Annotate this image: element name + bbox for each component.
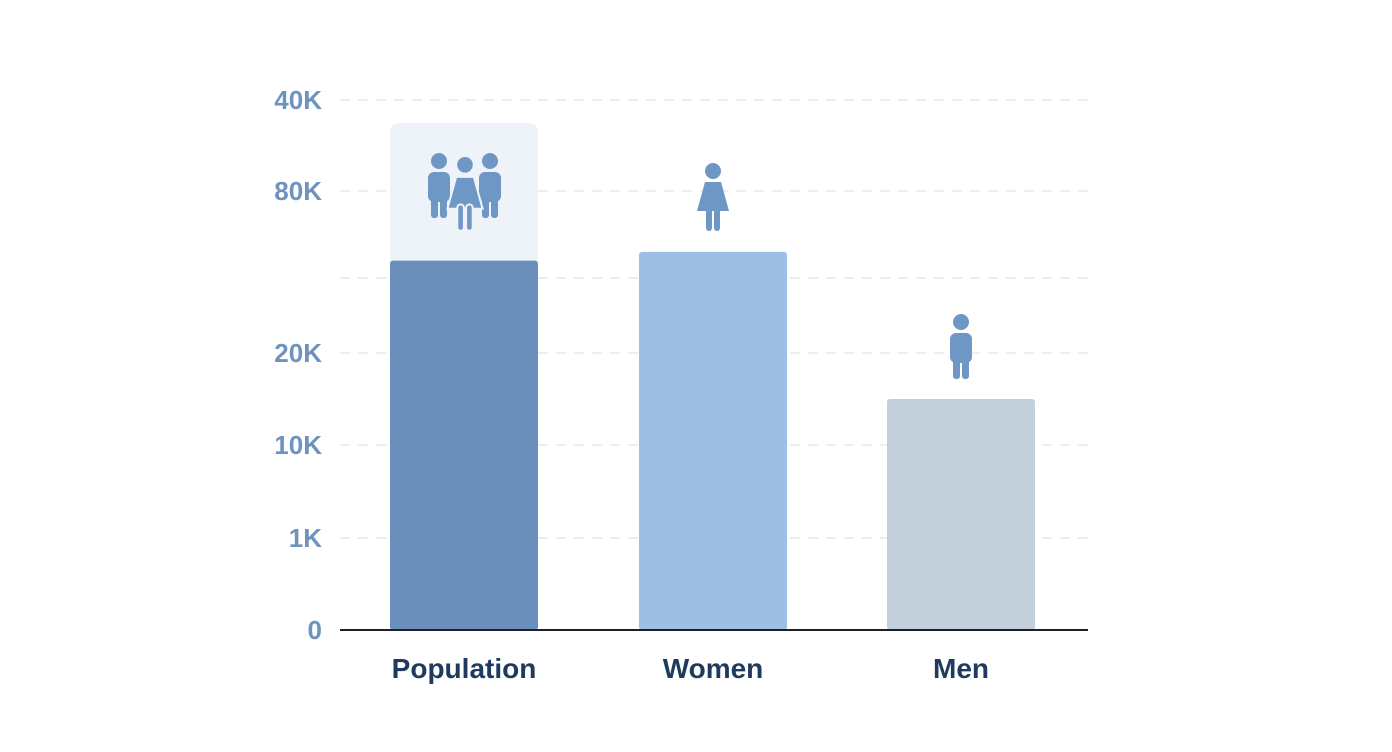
y-tick-label: 10K (274, 430, 322, 460)
group-people-icon (428, 153, 501, 232)
x-tick-label: Men (933, 653, 989, 684)
bar-icons (428, 153, 972, 379)
x-axis-labels: Population Women Men (392, 653, 989, 684)
bar-population (390, 260, 538, 630)
y-tick-label: 80K (274, 176, 322, 206)
y-tick-label: 1K (289, 523, 322, 553)
bar-men (887, 399, 1035, 630)
y-axis-ticks: 0 1K 10K 20K 80K 40K (274, 85, 322, 645)
y-tick-label: 40K (274, 85, 322, 115)
bars (390, 123, 1035, 630)
bar-women (639, 251, 787, 630)
man-icon (950, 314, 972, 379)
y-tick-label: 0 (308, 615, 322, 645)
x-tick-label: Women (663, 653, 764, 684)
y-tick-label: 20K (274, 338, 322, 368)
woman-icon (697, 163, 729, 231)
x-tick-label: Population (392, 653, 537, 684)
